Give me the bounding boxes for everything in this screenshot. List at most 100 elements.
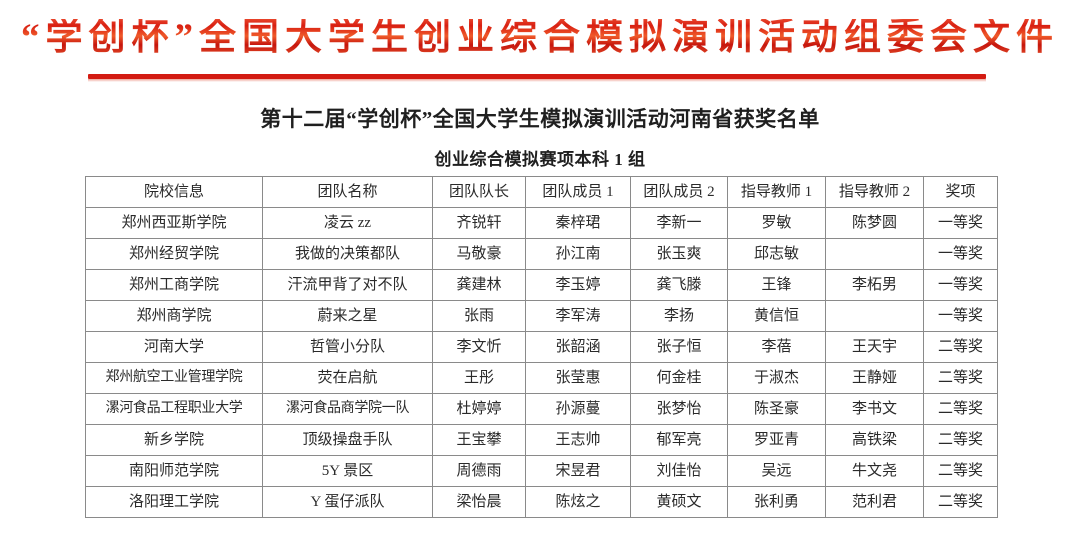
table-row: 南阳师范学院 5Y 景区 周德雨 宋昱君 刘佳怡 吴远 牛文尧 二等奖 <box>85 455 998 487</box>
table-cell: 郑州航空工业管理学院 <box>85 362 263 394</box>
table-cell: 秦梓珺 <box>525 207 631 239</box>
table-cell: 一等奖 <box>923 300 998 332</box>
table-cell: 洛阳理工学院 <box>85 486 263 518</box>
table-row: 郑州工商学院 汗流甲背了对不队 龚建林 李玉婷 龚飞滕 王锋 李柘男 一等奖 <box>85 269 998 301</box>
table-row: 洛阳理工学院 Y 蛋仔派队 梁怡晨 陈炫之 黄硕文 张利勇 范利君 二等奖 <box>85 486 998 518</box>
table-cell: 漯河食品商学院一队 <box>262 393 433 425</box>
table-cell: 二等奖 <box>923 393 998 425</box>
banner-title: “学创杯”全国大学生创业综合模拟演训活动组委会文件 <box>21 16 1059 58</box>
table-cell: 李扬 <box>630 300 728 332</box>
table-cell: 李文忻 <box>432 331 526 363</box>
table-cell: 郑州经贸学院 <box>85 238 263 270</box>
table-cell: 张莹惠 <box>525 362 631 394</box>
document-title: 第十二届“学创杯”全国大学生模拟演训活动河南省获奖名单 <box>260 107 820 131</box>
table-cell: 一等奖 <box>923 238 998 270</box>
table-header-cell: 指导教师 1 <box>727 176 826 208</box>
table-cell: 李军涛 <box>525 300 631 332</box>
award-table-container: 院校信息 团队名称 团队队长 团队成员 1 团队成员 2 指导教师 1 指导教师 2 奖项 郑… <box>85 176 998 518</box>
table-cell: 黄硕文 <box>630 486 728 518</box>
table-cell: 一等奖 <box>923 207 998 239</box>
table-cell: 王宝攀 <box>432 424 526 456</box>
table-cell: 陈炫之 <box>525 486 631 518</box>
table-cell: 5Y 景区 <box>262 455 433 487</box>
table-cell: 齐锐轩 <box>432 207 526 239</box>
table-cell: 二等奖 <box>923 486 998 518</box>
table-cell: 罗亚青 <box>727 424 826 456</box>
table-row: 郑州航空工业管理学院 荧在启航 王彤 张莹惠 何金桂 于淑杰 王静娅 二等奖 <box>85 362 998 394</box>
table-cell: 高铁梁 <box>825 424 924 456</box>
table-cell: 张韶涵 <box>525 331 631 363</box>
table-cell: 张玉爽 <box>630 238 728 270</box>
table-cell: 李书文 <box>825 393 924 425</box>
table-row: 河南大学 哲管小分队 李文忻 张韶涵 张子恒 李蓓 王天宇 二等奖 <box>85 331 998 363</box>
table-cell: 二等奖 <box>923 331 998 363</box>
table-cell: 河南大学 <box>85 331 263 363</box>
table-cell: 郑州西亚斯学院 <box>85 207 263 239</box>
table-row: 郑州经贸学院 我做的决策都队 马敬豪 孙江南 张玉爽 邱志敏 一等奖 <box>85 238 998 270</box>
table-header-cell: 指导教师 2 <box>825 176 924 208</box>
table-header-cell: 团队成员 1 <box>525 176 631 208</box>
document-subtitle: 创业综合模拟赛项本科 1 组 <box>434 150 646 169</box>
table-header-cell: 团队成员 2 <box>630 176 728 208</box>
table-cell: 陈梦圆 <box>825 207 924 239</box>
table-cell: 二等奖 <box>923 424 998 456</box>
table-header-cell: 团队名称 <box>262 176 433 208</box>
table-cell: 罗敏 <box>727 207 826 239</box>
table-row: 郑州西亚斯学院 凌云 zz 齐锐轩 秦梓珺 李新一 罗敏 陈梦圆 一等奖 <box>85 207 998 239</box>
table-cell: 邱志敏 <box>727 238 826 270</box>
table-cell: 马敬豪 <box>432 238 526 270</box>
table-cell: 于淑杰 <box>727 362 826 394</box>
table-row: 新乡学院 顶级操盘手队 王宝攀 王志帅 郁军亮 罗亚青 高铁梁 二等奖 <box>85 424 998 456</box>
table-cell: 王静娅 <box>825 362 924 394</box>
table-cell: 荧在启航 <box>262 362 433 394</box>
table-body: 郑州西亚斯学院 凌云 zz 齐锐轩 秦梓珺 李新一 罗敏 陈梦圆 一等奖 郑州经贸学院 我做的决策… <box>85 207 998 518</box>
table-cell: 张梦怡 <box>630 393 728 425</box>
table-cell: 顶级操盘手队 <box>262 424 433 456</box>
table-cell: 李新一 <box>630 207 728 239</box>
table-cell: 孙源蔓 <box>525 393 631 425</box>
table-cell: 陈圣豪 <box>727 393 826 425</box>
table-cell: 宋昱君 <box>525 455 631 487</box>
letterhead-banner: “学创杯”全国大学生创业综合模拟演训活动组委会文件 <box>0 6 1080 68</box>
table-cell: 凌云 zz <box>262 207 433 239</box>
table-cell: 梁怡晨 <box>432 486 526 518</box>
table-cell: 南阳师范学院 <box>85 455 263 487</box>
table-cell: 刘佳怡 <box>630 455 728 487</box>
table-cell: 何金桂 <box>630 362 728 394</box>
table-cell: 一等奖 <box>923 269 998 301</box>
table-cell: 李柘男 <box>825 269 924 301</box>
table-header-cell: 团队队长 <box>432 176 526 208</box>
table-cell: 牛文尧 <box>825 455 924 487</box>
table-cell: 张子恒 <box>630 331 728 363</box>
table-header-cell: 院校信息 <box>85 176 263 208</box>
table-cell: 漯河食品工程职业大学 <box>85 393 263 425</box>
table-cell: 龚建林 <box>432 269 526 301</box>
table-cell: 张利勇 <box>727 486 826 518</box>
table-cell: 孙江南 <box>525 238 631 270</box>
table-header-row: 院校信息 团队名称 团队队长 团队成员 1 团队成员 2 指导教师 1 指导教师 2 奖项 <box>85 176 998 208</box>
table-cell: 汗流甲背了对不队 <box>262 269 433 301</box>
table-cell: 蔚来之星 <box>262 300 433 332</box>
table-cell: 吴远 <box>727 455 826 487</box>
table-cell: 王锋 <box>727 269 826 301</box>
table-cell: 黄信恒 <box>727 300 826 332</box>
table-cell: 王志帅 <box>525 424 631 456</box>
table-cell <box>825 300 924 332</box>
table-cell: 龚飞滕 <box>630 269 728 301</box>
table-cell: 郑州商学院 <box>85 300 263 332</box>
table-cell: 新乡学院 <box>85 424 263 456</box>
table-row: 漯河食品工程职业大学 漯河食品商学院一队 杜婷婷 孙源蔓 张梦怡 陈圣豪 李书文 二等奖 <box>85 393 998 425</box>
table-row: 郑州商学院 蔚来之星 张雨 李军涛 李扬 黄信恒 一等奖 <box>85 300 998 332</box>
table-cell: 我做的决策都队 <box>262 238 433 270</box>
banner-red-rule-shadow <box>88 79 986 82</box>
table-cell: 二等奖 <box>923 362 998 394</box>
award-table: 院校信息 团队名称 团队队长 团队成员 1 团队成员 2 指导教师 1 指导教师 2 奖项 郑… <box>85 176 998 518</box>
table-cell: 杜婷婷 <box>432 393 526 425</box>
table-header-cell: 奖项 <box>923 176 998 208</box>
table-cell: 李玉婷 <box>525 269 631 301</box>
table-cell: 王彤 <box>432 362 526 394</box>
table-cell: 周德雨 <box>432 455 526 487</box>
table-cell: 王天宇 <box>825 331 924 363</box>
table-cell: 范利君 <box>825 486 924 518</box>
